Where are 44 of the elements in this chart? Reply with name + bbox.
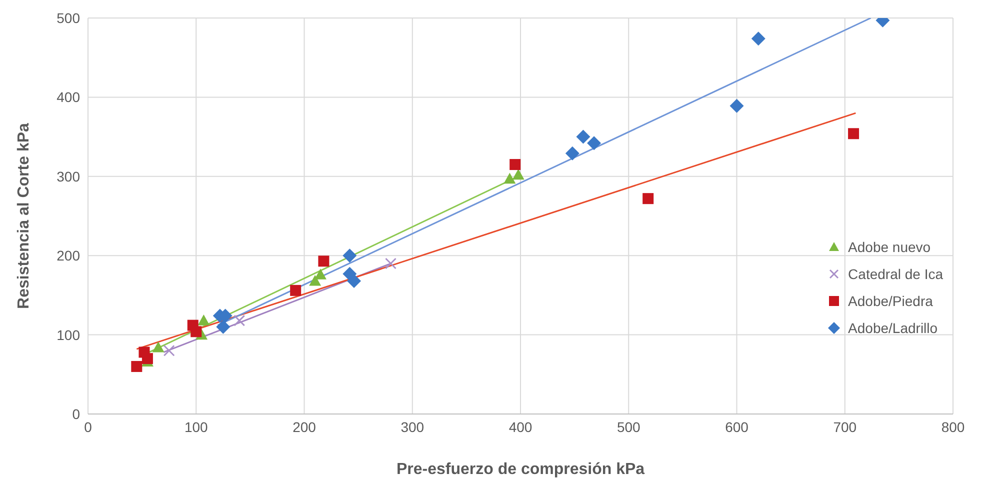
point	[642, 193, 654, 204]
point	[318, 256, 330, 267]
point	[751, 32, 766, 46]
point	[342, 248, 357, 263]
point	[190, 326, 202, 338]
x-tick-label: 700	[833, 418, 857, 435]
point	[131, 360, 142, 372]
point	[504, 172, 516, 184]
point	[565, 146, 580, 160]
point	[346, 274, 361, 288]
y-axis-title: Resistencia al Corte kPa	[16, 122, 33, 309]
y-tick-label: 200	[56, 248, 80, 264]
point	[152, 341, 164, 352]
point	[142, 353, 153, 364]
y-tick-label: 300	[56, 168, 80, 184]
point	[198, 314, 210, 326]
y-tick-label: 500	[56, 10, 80, 26]
point	[730, 98, 744, 113]
point	[163, 344, 175, 356]
legend-label: Catedral de Ica	[848, 266, 943, 282]
point	[234, 314, 246, 326]
point	[385, 258, 396, 270]
x-tick-label: 800	[941, 418, 965, 435]
point	[216, 320, 230, 334]
point	[512, 168, 524, 180]
point	[576, 130, 590, 144]
point	[848, 128, 860, 140]
x-tick-label: 100	[184, 418, 208, 435]
point	[587, 136, 602, 150]
legend-label: Adobe nuevo	[848, 238, 931, 254]
x-tick-label: 300	[400, 418, 424, 435]
x-tick-label: 400	[508, 418, 532, 435]
y-tick-label: 0	[72, 406, 80, 422]
y-tick-label: 400	[56, 89, 80, 106]
x-tick-label: 500	[616, 418, 641, 435]
legend-label: Adobe/Ladrillo	[848, 320, 938, 336]
legend-label: Adobe/Piedra	[848, 292, 933, 308]
x-tick-label: 0	[84, 418, 92, 435]
y-tick-label: 100	[56, 326, 80, 343]
x-tick-label: 200	[292, 418, 316, 435]
point	[290, 284, 302, 296]
x-axis-title: Pre-esfuerzo de compresión kPa	[396, 461, 645, 478]
point	[510, 159, 521, 170]
x-tick-label: 600	[725, 418, 749, 435]
